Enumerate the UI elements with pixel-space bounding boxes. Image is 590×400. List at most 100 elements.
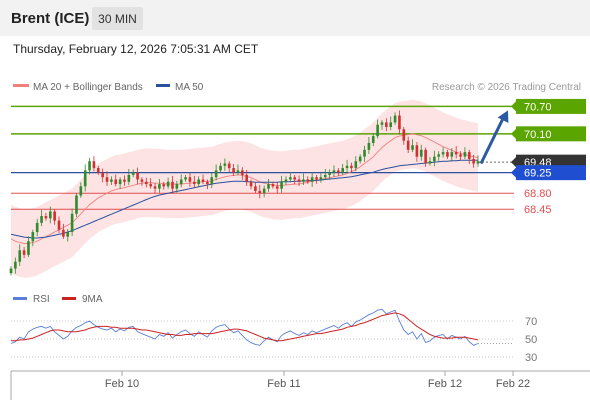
x-axis: Feb 10 Feb 11 Feb 12 Feb 22 (105, 371, 530, 390)
candle (206, 179, 209, 190)
candle-body (284, 179, 288, 182)
candle (232, 163, 235, 176)
legend-ma50-swatch (156, 84, 170, 87)
candle-body (57, 220, 61, 230)
candle-body (271, 184, 275, 187)
candle-body (184, 177, 187, 180)
candle (27, 236, 30, 258)
candle (302, 173, 305, 185)
candle (149, 178, 152, 189)
candle (411, 139, 414, 153)
ma50-line (10, 159, 478, 239)
candle-body (192, 181, 196, 185)
candle (446, 149, 449, 159)
candle (9, 266, 13, 276)
candle (31, 229, 35, 247)
candle-body (83, 170, 87, 187)
candle-body (179, 179, 183, 185)
candle-body (9, 268, 13, 274)
candle (83, 164, 87, 192)
candle (171, 175, 174, 194)
candle-body (153, 186, 157, 189)
candle (14, 257, 17, 274)
candle-body (323, 174, 327, 178)
candle-body (131, 172, 135, 175)
candle (140, 177, 144, 186)
candle (62, 223, 65, 239)
candle (241, 167, 244, 180)
candle (57, 216, 61, 233)
candle-body (40, 216, 43, 223)
candle-body (22, 250, 26, 255)
legend-rsi-label: RSI (33, 294, 50, 305)
candle (114, 174, 118, 187)
candle-body (245, 174, 248, 182)
candle (144, 177, 148, 188)
candle (127, 169, 131, 185)
candle-body (310, 177, 314, 182)
candle (249, 179, 253, 190)
candle (245, 169, 248, 186)
candle (105, 171, 109, 186)
candle (162, 181, 166, 190)
candle (332, 165, 336, 177)
candle (271, 181, 275, 189)
candle (385, 118, 388, 132)
candle-body (419, 149, 423, 157)
candle (254, 182, 257, 194)
timeframe-label: 30 MIN (98, 12, 137, 26)
candle (75, 193, 78, 217)
candle-body (297, 179, 301, 182)
candle (415, 142, 419, 162)
legend-ma20-swatch (13, 84, 29, 87)
candle (214, 164, 218, 181)
candle-body (70, 213, 74, 233)
candle-body (110, 179, 113, 182)
candle-body (101, 172, 104, 178)
candle-body (227, 163, 231, 169)
candle-body (446, 152, 449, 157)
candle (476, 155, 480, 167)
candle (358, 154, 362, 164)
x-tick-label-1: Feb 11 (267, 378, 300, 390)
candle (402, 126, 406, 145)
candle (297, 175, 301, 186)
level-label-68.45: 68.45 (524, 204, 552, 216)
legend-ma50-label: MA 50 (175, 82, 204, 93)
candle (158, 179, 161, 193)
projection-arrow-shaft (479, 115, 506, 165)
candle (201, 174, 205, 185)
candle-body (136, 172, 139, 180)
candle-body (31, 232, 35, 242)
candle (319, 173, 323, 183)
candle (350, 162, 353, 173)
candle (227, 161, 231, 173)
candle (79, 182, 83, 198)
level-label-70.70: 70.70 (524, 101, 552, 113)
candle (472, 154, 475, 168)
candle-body (44, 216, 48, 219)
candle-body (62, 229, 65, 237)
candle-body (411, 145, 414, 150)
candle-body (140, 179, 144, 182)
candle-body (262, 188, 266, 194)
level-label-arrow-70.10 (511, 128, 516, 139)
candle-body (306, 179, 310, 182)
candle-body (332, 170, 336, 173)
legend-ma20-label: MA 20 + Bollinger Bands (33, 82, 143, 93)
candle (380, 120, 384, 130)
candle-body (118, 179, 122, 185)
candle-body (241, 170, 244, 175)
candle-body (75, 195, 78, 214)
candle (258, 184, 262, 199)
candle-body (454, 152, 458, 155)
legend-9ma-label: 9MA (82, 294, 103, 305)
candle-body (371, 136, 375, 143)
level-label-68.80: 68.80 (524, 188, 552, 200)
candle-body (358, 156, 362, 162)
candle-body (197, 179, 200, 185)
candle-body (232, 168, 235, 173)
timeframe-badge[interactable] (92, 7, 143, 30)
